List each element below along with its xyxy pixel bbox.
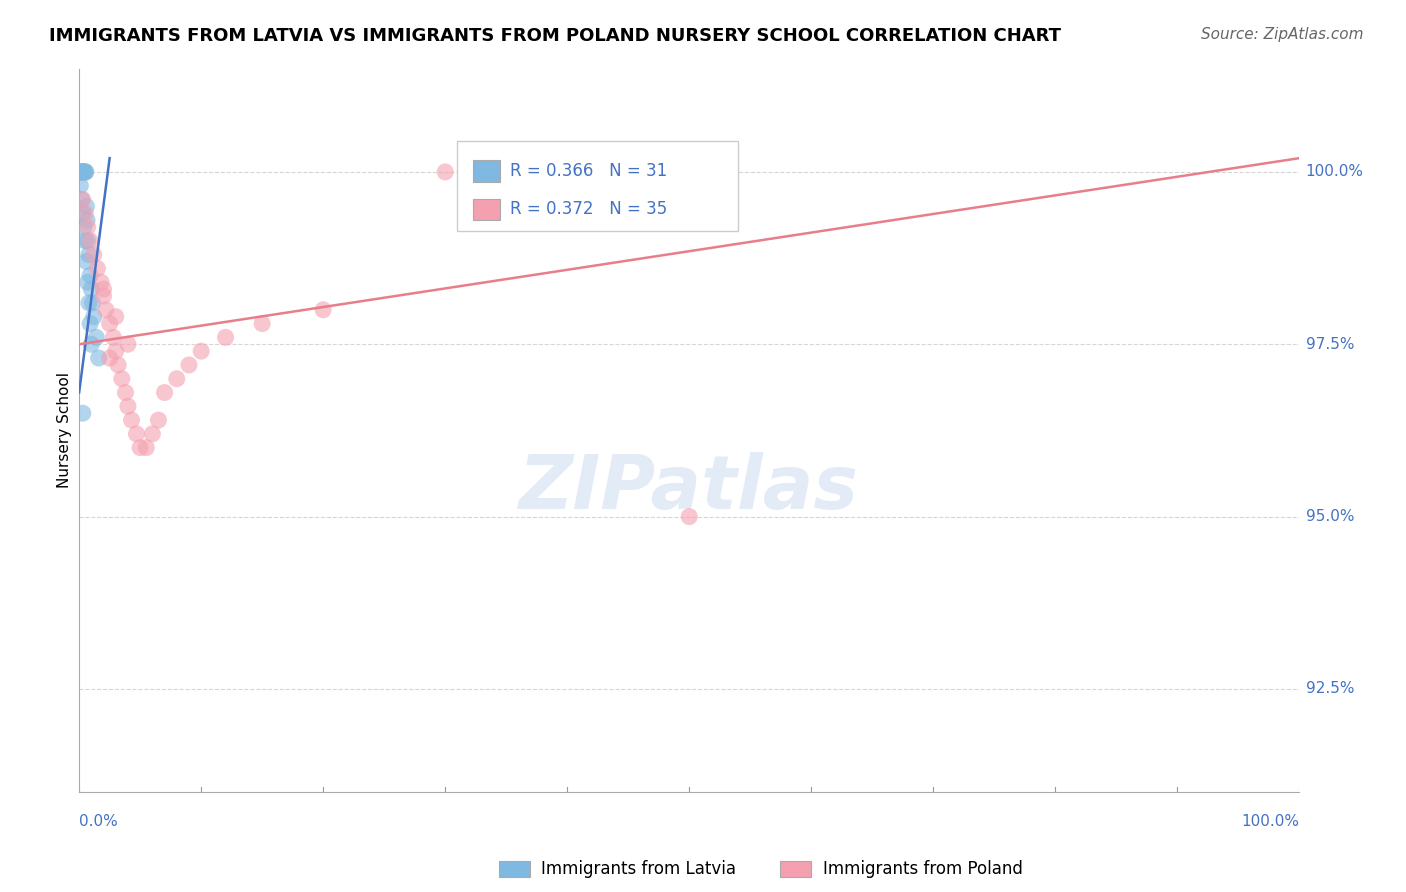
Point	[103, 330, 125, 344]
Point	[98, 351, 121, 365]
Point	[111, 372, 134, 386]
Point	[114, 385, 136, 400]
Text: 92.5%: 92.5%	[1306, 681, 1354, 697]
Y-axis label: Nursery School: Nursery School	[58, 373, 72, 489]
Point	[117, 337, 139, 351]
Point	[73, 165, 96, 179]
Text: 95.0%: 95.0%	[1306, 509, 1354, 524]
Text: Immigrants from Latvia: Immigrants from Latvia	[541, 860, 737, 878]
Point	[84, 330, 107, 344]
Text: 100.0%: 100.0%	[1241, 814, 1299, 829]
Text: 100.0%: 100.0%	[1306, 164, 1364, 179]
Point	[678, 509, 700, 524]
Point	[75, 254, 97, 268]
Point	[135, 441, 157, 455]
Point	[148, 413, 170, 427]
Point	[70, 193, 93, 207]
Point	[75, 199, 97, 213]
Point	[214, 330, 236, 344]
Point	[72, 193, 94, 207]
Point	[82, 296, 104, 310]
FancyBboxPatch shape	[474, 161, 501, 182]
Point	[75, 165, 97, 179]
Point	[80, 337, 103, 351]
Point	[72, 206, 94, 220]
Point	[87, 351, 110, 365]
Point	[153, 385, 176, 400]
Point	[75, 165, 97, 179]
Point	[79, 268, 101, 283]
Point	[141, 426, 163, 441]
Point	[107, 358, 129, 372]
Point	[166, 372, 188, 386]
Point	[93, 282, 115, 296]
FancyBboxPatch shape	[474, 199, 501, 220]
Point	[312, 302, 335, 317]
Point	[69, 165, 91, 179]
Point	[121, 413, 143, 427]
Point	[79, 234, 101, 248]
Point	[93, 289, 115, 303]
Point	[70, 165, 93, 179]
Point	[70, 165, 93, 179]
Point	[73, 220, 96, 235]
Point	[125, 426, 148, 441]
Text: R = 0.366   N = 31: R = 0.366 N = 31	[510, 162, 666, 180]
Point	[83, 247, 105, 261]
Text: Source: ZipAtlas.com: Source: ZipAtlas.com	[1201, 27, 1364, 42]
Point	[72, 406, 94, 420]
Point	[76, 213, 98, 227]
Point	[72, 165, 94, 179]
Point	[104, 310, 127, 324]
Point	[80, 282, 103, 296]
Point	[75, 206, 97, 220]
Point	[70, 165, 93, 179]
Point	[73, 165, 96, 179]
Point	[83, 310, 105, 324]
Point	[90, 275, 112, 289]
Point	[76, 220, 98, 235]
Text: ZIPatlas: ZIPatlas	[519, 452, 859, 524]
Point	[250, 317, 273, 331]
Point	[117, 399, 139, 413]
Point	[434, 165, 457, 179]
Point	[76, 275, 98, 289]
Point	[69, 178, 91, 193]
Point	[86, 261, 108, 276]
Point	[79, 317, 101, 331]
Point	[190, 344, 212, 359]
Point	[72, 165, 94, 179]
Point	[77, 296, 100, 310]
Text: R = 0.372   N = 35: R = 0.372 N = 35	[510, 201, 666, 219]
Point	[98, 317, 121, 331]
Text: IMMIGRANTS FROM LATVIA VS IMMIGRANTS FROM POLAND NURSERY SCHOOL CORRELATION CHAR: IMMIGRANTS FROM LATVIA VS IMMIGRANTS FRO…	[49, 27, 1062, 45]
Point	[77, 247, 100, 261]
Point	[129, 441, 152, 455]
FancyBboxPatch shape	[457, 141, 738, 231]
Point	[94, 302, 117, 317]
Text: Immigrants from Poland: Immigrants from Poland	[823, 860, 1022, 878]
Text: 97.5%: 97.5%	[1306, 337, 1354, 351]
Text: 0.0%: 0.0%	[79, 814, 118, 829]
Point	[177, 358, 200, 372]
Point	[76, 234, 98, 248]
Point	[104, 344, 127, 359]
Point	[75, 234, 97, 248]
